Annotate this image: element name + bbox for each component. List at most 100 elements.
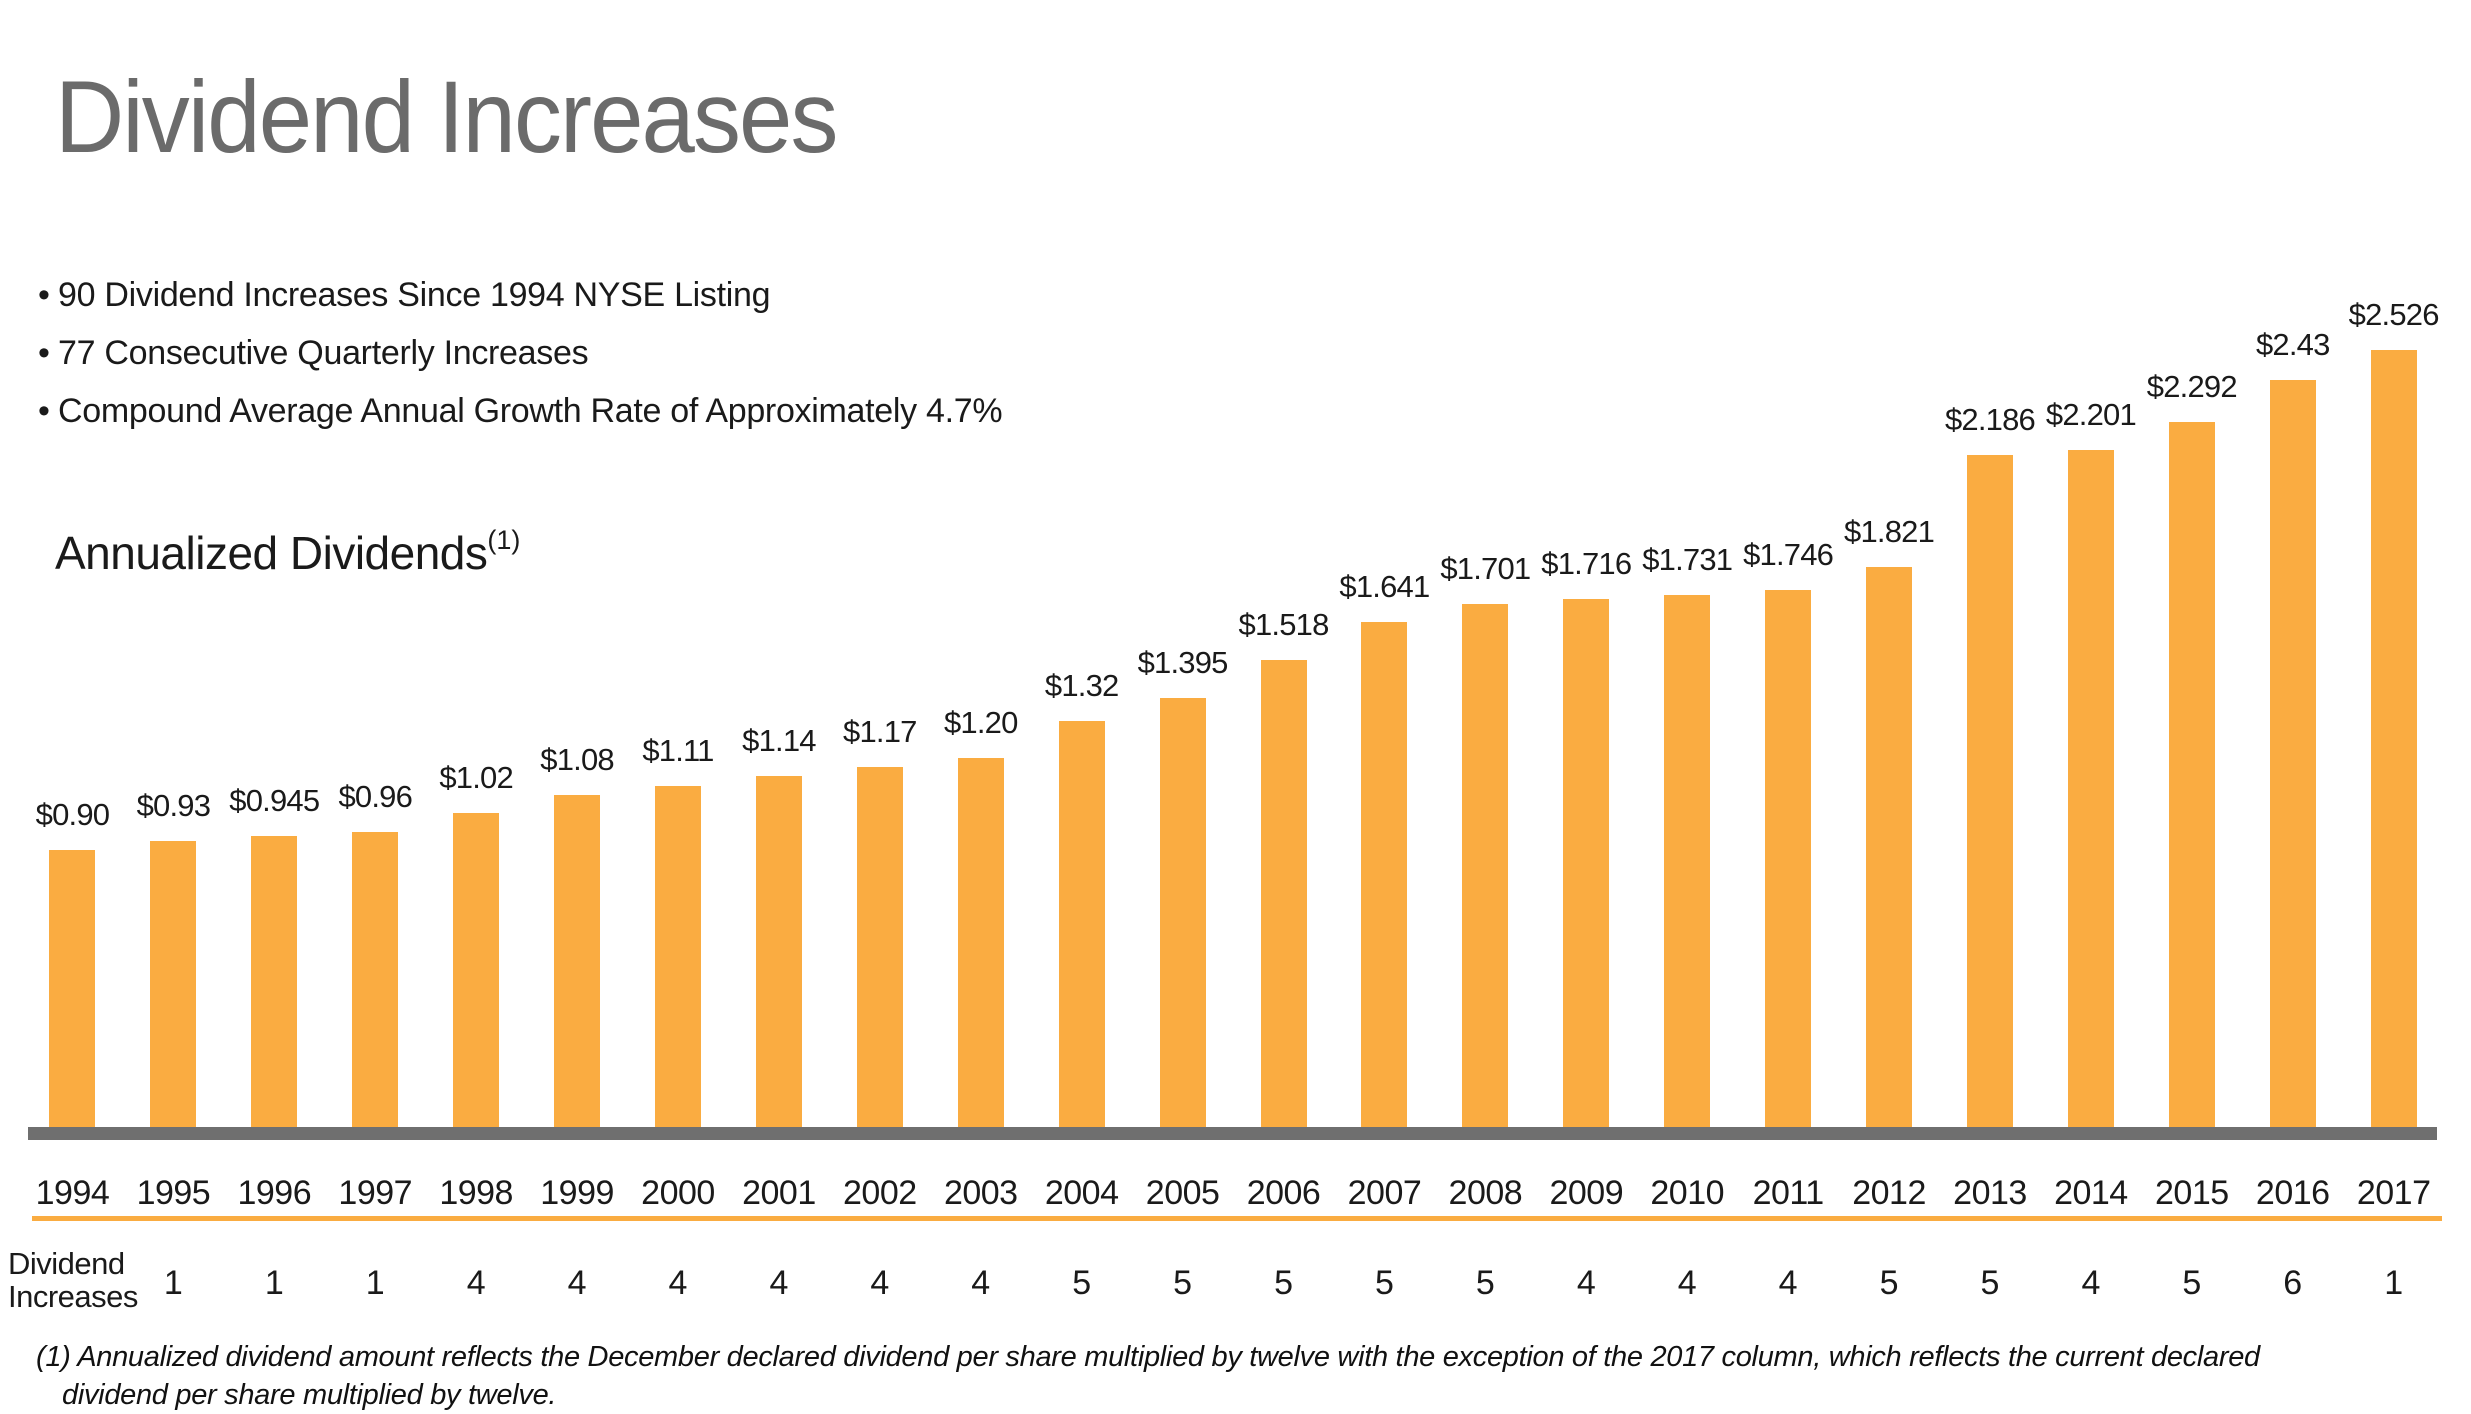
chart-column-2014: $2.201 — [2040, 268, 2141, 1127]
orange-divider-line — [32, 1216, 2442, 1221]
dividend-increase-count: 5 — [1879, 1264, 1899, 1302]
bullet-item: • 77 Consecutive Quarterly Increases — [38, 324, 1002, 382]
page-title: Dividend Increases — [55, 60, 838, 174]
bullet-item: • Compound Average Annual Growth Rate of … — [38, 382, 1003, 440]
dividend-increase-count: 5 — [1072, 1264, 1092, 1302]
year-label: 2002 — [843, 1174, 917, 1212]
bar-value-label: $2.186 — [1944, 402, 2036, 437]
chart-subtitle-text: Annualized Dividends — [55, 527, 488, 579]
dividend-increase-count — [22, 1260, 123, 1306]
dividend-bar — [856, 767, 903, 1127]
bar-value-label: $0.945 — [229, 783, 320, 818]
dividend-bar — [1260, 660, 1307, 1127]
dividend-bar — [1563, 599, 1610, 1127]
dividend-bar — [1664, 595, 1711, 1127]
chart-column-2004: $1.32 — [1031, 268, 1132, 1127]
footnote-line2: dividend per share multiplied by twelve. — [62, 1379, 557, 1411]
chart-column-1999: $1.08 — [527, 268, 628, 1127]
bullet-text: Compound Average Annual Growth Rate of A… — [58, 392, 1003, 430]
chart-column-1998: $1.02 — [426, 268, 527, 1127]
dividend-bar — [251, 836, 298, 1127]
year-label: 1996 — [237, 1174, 312, 1212]
year-label: 2015 — [2155, 1174, 2229, 1212]
chart-column-2011: $1.746 — [1738, 268, 1839, 1127]
dividend-increase-count: 1 — [2384, 1264, 2404, 1302]
chart-column-2010: $1.731 — [1637, 268, 1738, 1127]
year-label: 2009 — [1549, 1174, 1624, 1212]
dividend-bar — [2067, 450, 2114, 1127]
bullet-dot: • — [38, 392, 50, 430]
bar-value-label: $1.32 — [1044, 668, 1119, 703]
year-label: 2005 — [1145, 1174, 1220, 1212]
bar-value-label: $2.201 — [2045, 397, 2137, 432]
dividend-increases-row-label-line1: Dividend — [8, 1246, 125, 1281]
dividend-increase-count: 4 — [769, 1264, 789, 1302]
bullet-dot: • — [38, 334, 50, 372]
bullet-list: • 90 Dividend Increases Since 1994 NYSE L… — [38, 266, 1003, 440]
dividend-increase-count: 5 — [1475, 1264, 1495, 1302]
dividend-bar — [554, 795, 601, 1127]
bar-value-label: $1.20 — [943, 705, 1018, 740]
chart-column-2007: $1.641 — [1334, 268, 1435, 1127]
bar-value-label: $2.526 — [2348, 297, 2440, 332]
chart-subtitle: Annualized Dividends(1) — [55, 525, 521, 579]
year-label: 2013 — [1953, 1174, 2027, 1212]
chart-column-2012: $1.821 — [1839, 268, 1940, 1127]
chart-column-2002: $1.17 — [829, 268, 930, 1127]
dividend-bar — [1361, 622, 1408, 1127]
bar-value-label: $2.43 — [2255, 327, 2330, 362]
dividend-increase-count: 6 — [2283, 1264, 2303, 1302]
chart-column-2003: $1.20 — [930, 268, 1031, 1127]
bar-value-label: $1.11 — [642, 733, 714, 768]
dividend-increase-count: 4 — [2081, 1264, 2101, 1302]
dividend-bar — [2168, 422, 2215, 1127]
bar-value-label: $1.02 — [439, 760, 513, 795]
bar-value-label: $1.821 — [1844, 514, 1935, 549]
dividend-bar — [1765, 590, 1812, 1127]
dividend-increase-count: 4 — [1576, 1264, 1596, 1302]
dividend-increase-count: 4 — [567, 1264, 587, 1302]
dividend-bar — [1866, 567, 1913, 1127]
chart-column-2005: $1.395 — [1132, 268, 1233, 1127]
bullet-item: • 90 Dividend Increases Since 1994 NYSE L… — [38, 266, 1002, 324]
dividend-increase-count: 1 — [264, 1264, 284, 1302]
dividend-increase-count: 1 — [365, 1264, 385, 1302]
bar-value-label: $0.96 — [338, 779, 413, 814]
bar-value-label: $1.641 — [1339, 569, 1430, 604]
year-label: 2012 — [1852, 1174, 1926, 1212]
chart-column-2001: $1.14 — [728, 268, 829, 1127]
footnote-line1: (1) Annualized dividend amount reflects … — [36, 1341, 2260, 1373]
year-label: 2008 — [1448, 1174, 1523, 1212]
bar-value-label: $1.14 — [742, 723, 816, 758]
dividend-bar — [755, 776, 802, 1127]
chart-column-2016: $2.43 — [2242, 268, 2343, 1127]
year-label: 1999 — [540, 1174, 614, 1212]
dividend-increase-count: 4 — [1778, 1264, 1798, 1302]
year-label: 2004 — [1044, 1174, 1119, 1212]
dividend-increase-count: 4 — [466, 1264, 486, 1302]
bar-value-label: $1.17 — [843, 714, 917, 749]
dividend-increase-count: 5 — [2182, 1264, 2202, 1302]
year-label: 2014 — [2054, 1174, 2128, 1212]
dividend-bar — [654, 786, 701, 1127]
dividend-bar — [1159, 698, 1206, 1127]
bar-value-label: $0.93 — [136, 788, 211, 823]
year-label: 2017 — [2356, 1174, 2431, 1212]
bullet-dot: • — [38, 276, 50, 314]
chart-column-2008: $1.701 — [1435, 268, 1536, 1127]
dividend-increases-row-label-line2: Increases — [8, 1279, 138, 1314]
dividend-bar — [2370, 350, 2417, 1127]
chart-column-1995: $0.93 — [123, 268, 224, 1127]
dividend-bar-chart: $0.90 $0.93 $0.945 $0.96 $1.02 $1.08 $1.11 $1.1… — [22, 268, 2444, 1127]
year-label: 2001 — [742, 1174, 816, 1212]
dividend-bar — [957, 758, 1004, 1127]
footnote-reference-superscript: (1) — [487, 525, 521, 555]
bullet-text: 77 Consecutive Quarterly Increases — [58, 334, 589, 372]
chart-column-2006: $1.518 — [1233, 268, 1334, 1127]
bar-value-label: $1.731 — [1642, 542, 1733, 577]
year-label: 1994 — [35, 1174, 110, 1212]
dividend-bar — [1462, 604, 1509, 1127]
dividend-increases-values-row: 1 1 1 4 4 4 4 4 4 5 5 5 5 5 4 4 4 5 5 4 5 6 1 — [22, 1260, 2444, 1306]
year-label: 2000 — [641, 1174, 715, 1212]
